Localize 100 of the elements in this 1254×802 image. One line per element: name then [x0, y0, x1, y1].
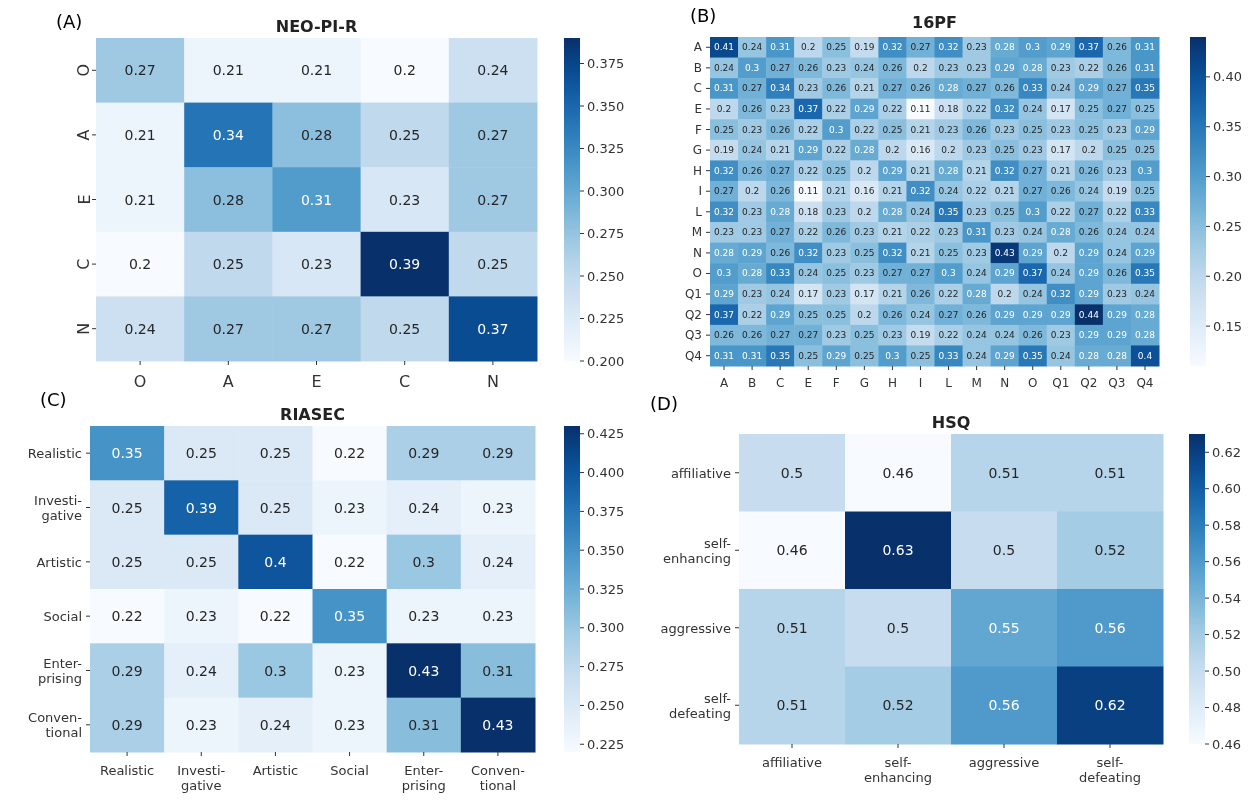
data-label: 0.25 [826, 165, 847, 176]
data-label: 0.29 [482, 445, 514, 462]
data-label: 0.29 [408, 445, 440, 462]
data-label: 0.2 [393, 62, 416, 79]
data-label: 0.25 [714, 124, 735, 135]
data-label: 0.32 [994, 165, 1015, 176]
x-tick-label: B [747, 376, 757, 391]
data-label: 0.37 [1078, 42, 1099, 53]
y-tick-label: Investi- gative [34, 492, 83, 523]
data-label: 0.27 [966, 83, 987, 94]
x-tick-label: M [971, 376, 982, 391]
data-label: 0.29 [882, 165, 903, 176]
data-label: 0.24 [1050, 350, 1072, 361]
color-bar-label: 0.200 [587, 353, 625, 369]
data-label: 0.24 [714, 62, 735, 73]
data-label: 0.26 [910, 289, 931, 300]
data-label: 0.21 [966, 165, 987, 176]
data-label: 0.27 [212, 320, 244, 337]
y-tick-label: Conven- tional [28, 709, 83, 740]
data-label: 0.24 [1022, 103, 1044, 114]
text: (C) [40, 389, 67, 410]
data-label: 0.24 [966, 268, 987, 279]
data-label: 0.51 [988, 464, 1020, 481]
data-label: 0.35 [770, 350, 791, 361]
data-label: 0.29 [798, 145, 819, 156]
data-label: 0.25 [854, 247, 875, 258]
data-label: 0.22 [798, 124, 819, 135]
data-label: 0.24 [1078, 186, 1100, 197]
data-label: 0.27 [477, 191, 509, 208]
data-label: 0.3 [829, 124, 844, 135]
data-label: 0.25 [185, 553, 217, 570]
data-label: 0.32 [994, 103, 1015, 114]
data-label: 0.24 [1050, 268, 1072, 279]
data-label: 0.26 [994, 83, 1015, 94]
data-label: 0.27 [1022, 165, 1043, 176]
x-tick-label: C [399, 371, 411, 391]
data-label: 0.26 [714, 330, 735, 341]
data-label: 0.21 [910, 165, 931, 176]
data-label: 0.21 [882, 186, 903, 197]
data-label: 0.29 [1078, 289, 1100, 300]
data-label: 0.25 [910, 350, 931, 361]
y-tick-label: Artistic [36, 554, 82, 570]
data-label: 0.4 [1137, 350, 1153, 361]
data-label: 0.21 [910, 247, 931, 258]
data-label: 0.31 [482, 662, 514, 679]
data-label: 0.25 [826, 42, 847, 53]
data-label: 0.17 [1050, 103, 1071, 114]
y-tick-label: B [693, 60, 702, 75]
data-label: 0.23 [334, 499, 366, 516]
data-label: 0.29 [714, 289, 735, 300]
data-label: 0.23 [798, 83, 819, 94]
data-label: 0.26 [1050, 186, 1072, 197]
data-label: 0.27 [477, 126, 509, 143]
data-label: 0.2 [885, 145, 900, 156]
data-label: 0.29 [994, 62, 1015, 73]
y-tick-label: self- defeating [669, 690, 732, 721]
data-label: 0.28 [1022, 62, 1044, 73]
y-tick-label: O [74, 64, 94, 77]
data-label: 0.23 [966, 206, 987, 217]
color-bar-label: 0.48 [1212, 700, 1241, 716]
color-bar-label: 0.30 [1213, 169, 1242, 185]
data-label: 0.29 [1106, 309, 1128, 320]
data-label: 0.22 [259, 608, 291, 625]
x-tick-label: H [887, 376, 897, 391]
data-label: 0.17 [1050, 145, 1071, 156]
x-tick-label: O [133, 371, 147, 391]
x-tick-label: N [1000, 376, 1010, 391]
x-tick-label: A [222, 371, 234, 391]
color-bar-label: 0.52 [1212, 627, 1241, 643]
data-label: 0.22 [798, 227, 819, 238]
data-label: 0.27 [770, 227, 791, 238]
data-label: 0.29 [1078, 330, 1100, 341]
y-tick-label: Social [43, 608, 82, 624]
data-label: 0.16 [854, 186, 875, 197]
data-label: 0.33 [938, 350, 959, 361]
data-label: 0.25 [185, 445, 217, 462]
data-label: 0.28 [212, 191, 244, 208]
x-tick-label: Artistic [252, 762, 299, 778]
data-label: 0.25 [826, 268, 847, 279]
y-tick-label: N [74, 322, 94, 335]
y-tick-label: G [692, 143, 702, 158]
data-label: 0.28 [1134, 330, 1156, 341]
color-bar-label: 0.58 [1212, 517, 1241, 533]
data-label: 0.35 [1134, 83, 1155, 94]
data-label: 0.35 [1022, 350, 1043, 361]
data-label: 0.29 [1022, 247, 1044, 258]
data-label: 0.27 [770, 330, 791, 341]
data-label: 0.25 [111, 553, 143, 570]
data-label: 0.26 [910, 83, 931, 94]
data-label: 0.17 [854, 289, 875, 300]
data-label: 0.25 [389, 126, 421, 143]
data-label: 0.24 [910, 206, 931, 217]
data-label: 0.23 [854, 268, 875, 279]
data-label: 0.22 [910, 227, 931, 238]
data-label: 0.23 [482, 608, 514, 625]
data-label: 0.26 [742, 165, 763, 176]
chart-title: NEO-PI-R [275, 16, 358, 36]
text: (A) [56, 11, 83, 32]
color-bar-label: 0.275 [587, 226, 625, 241]
data-label: 0.28 [938, 83, 959, 94]
